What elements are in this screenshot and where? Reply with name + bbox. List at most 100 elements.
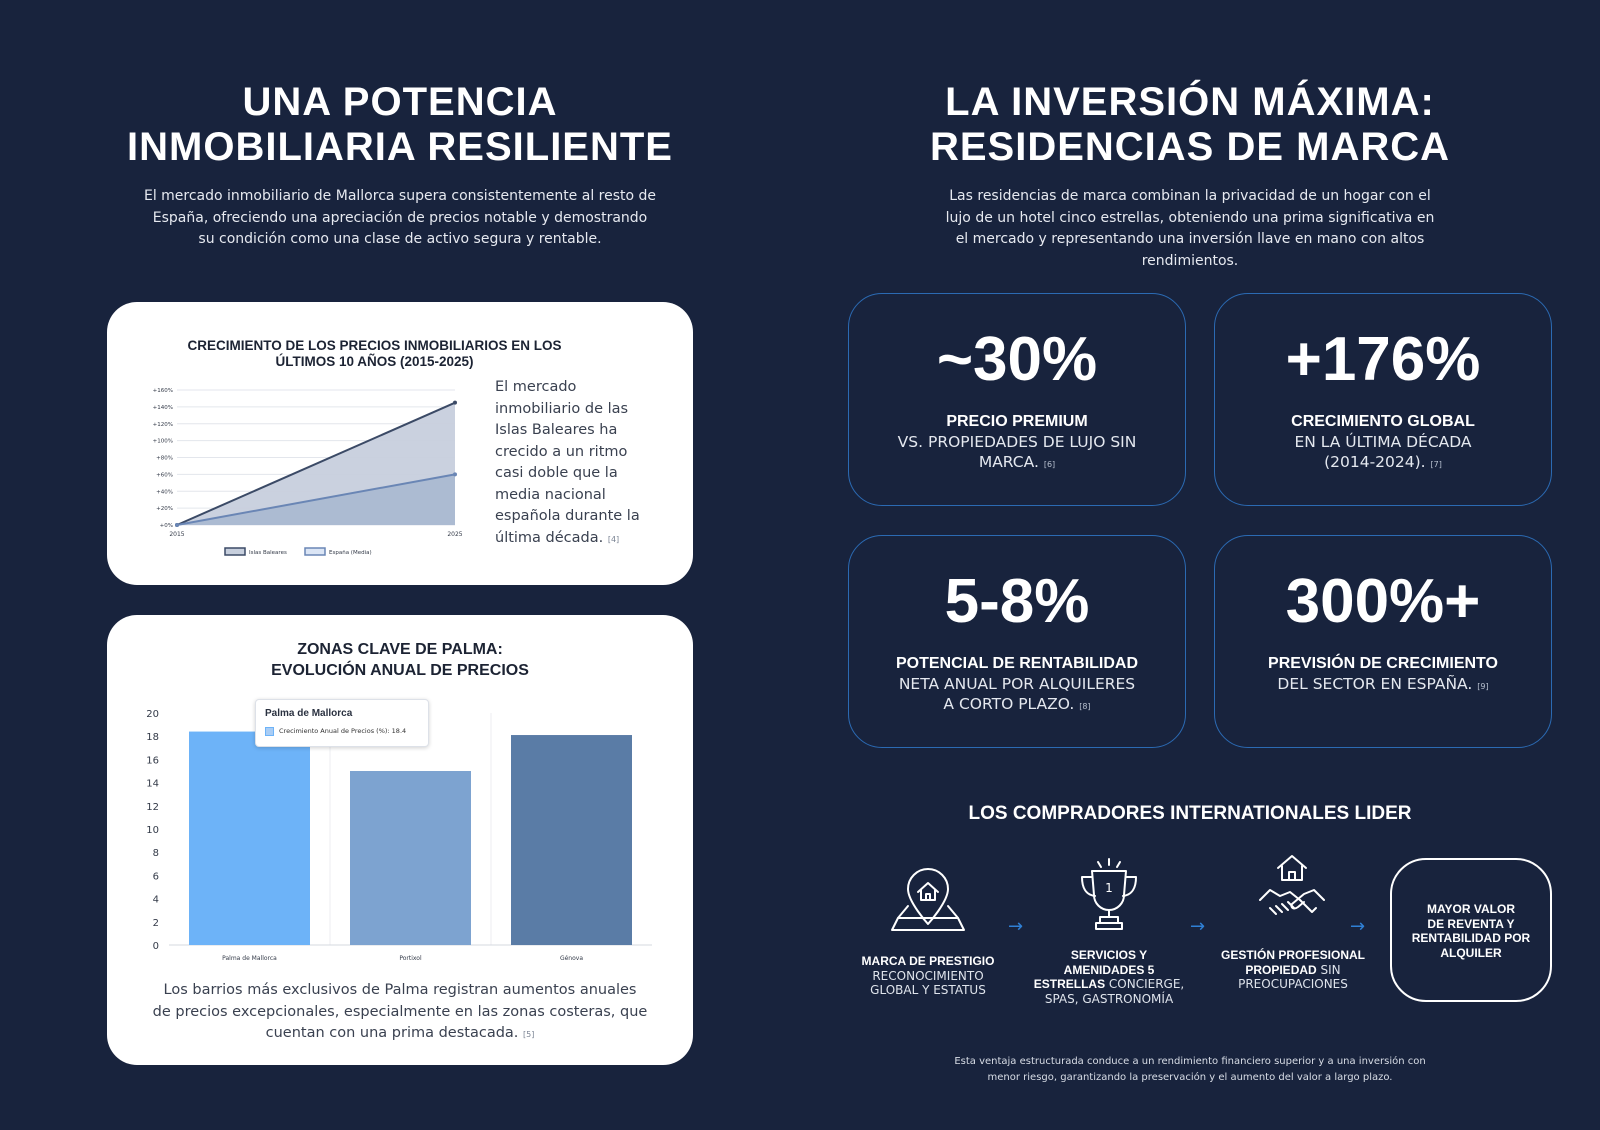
- stat-value: ~30%: [936, 325, 1098, 394]
- stat-label: POTENCIAL DE RENTABILIDAD: [895, 655, 1139, 672]
- stat-desc: EN LA ÚLTIMA DÉCADA: [1294, 433, 1472, 451]
- step2-strong: AMENIDADES 5: [1063, 962, 1155, 977]
- line-chart-description: El mercado inmobiliario de las Islas Balea…: [495, 377, 685, 550]
- left-title-line1: UNA POTENCIA: [242, 80, 558, 124]
- bar-tooltip: Palma de Mallorca Crecimiento Anual de P…: [255, 699, 429, 747]
- footer-line: menor riesgo, garantizando la preservaci…: [987, 1072, 1393, 1083]
- line-chart-title-line1: CRECIMIENTO DE LOS PRECIOS INMOBILIARIOS…: [187, 338, 562, 353]
- left-intro-line: España, ofreciendo una apreciación de pr…: [152, 209, 648, 226]
- arrow-right-icon: →: [1008, 916, 1024, 937]
- y-tick-label: +80%: [156, 456, 173, 462]
- result-badge: MAYOR VALOR DE REVENTA Y RENTABILIDAD PO…: [1390, 858, 1552, 1002]
- y-tick-label: 18: [146, 732, 159, 743]
- left-title: UNA POTENCIA INMOBILIARIA RESILIENTE: [100, 80, 700, 170]
- series-line-espana: [176, 473, 456, 526]
- line-chart: +0% +20% +40% +60% +80% +100% +120% +140% +160% 2…: [153, 388, 463, 556]
- step1-line: RECONOCIMIENTO: [872, 968, 984, 983]
- brand-location-icon: [891, 868, 965, 931]
- y-tick-label: +160%: [153, 388, 173, 394]
- stat-desc: DEL SECTOR EN ESPAÑA.: [1277, 675, 1473, 693]
- right-intro-line: lujo de un hotel cinco estrellas, obteni…: [945, 209, 1435, 226]
- right-intro-line: Las residencias de marca combinan la pri…: [949, 188, 1431, 204]
- ref-9: [9]: [1477, 682, 1489, 691]
- caption-line: cuentan con una prima destacada.: [265, 1025, 519, 1041]
- tooltip-title: Palma de Mallorca: [265, 708, 353, 719]
- x-tick-label: Palma de Mallorca: [222, 955, 277, 962]
- step2-strong: SERVICIOS Y: [1070, 948, 1148, 962]
- y-tick-label: 8: [153, 848, 159, 859]
- right-title-line2: RESIDENCIAS DE MARCA: [929, 125, 1451, 169]
- y-tick-label: +40%: [156, 489, 173, 495]
- left-intro: El mercado inmobiliario de Mallorca supe…: [100, 186, 700, 251]
- result-line: RENTABILIDAD POR: [1411, 931, 1531, 945]
- palma-zones-card: ZONAS CLAVE DE PALMA: EVOLUCIÓN ANUAL DE…: [107, 615, 693, 1065]
- left-intro-line: El mercado inmobiliario de Mallorca supe…: [143, 188, 657, 204]
- y-tick-label: 2: [153, 918, 159, 929]
- stat-desc: NETA ANUAL POR ALQUILERES: [898, 675, 1136, 693]
- step3-strong: PROPIEDAD: [1245, 962, 1317, 977]
- bar-chart: 0 2 4 6 8 10 12 14 16 18 20 Palma de Mallorca Portix…: [146, 709, 652, 962]
- y-tick-label: +20%: [156, 506, 173, 512]
- footer-line: Esta ventaja estructurada conduce a un r…: [954, 1056, 1426, 1067]
- legend-label-espana: España (Media): [329, 550, 372, 556]
- footer-note: Esta ventaja estructurada conduce a un r…: [880, 1054, 1500, 1086]
- bar-chart-title-line1: ZONAS CLAVE DE PALMA:: [297, 641, 503, 658]
- buyers-heading: LOS COMPRADORES INTERNATIONALES LIDER: [968, 803, 1412, 824]
- data-point: [175, 523, 179, 527]
- result-line: MAYOR VALOR: [1426, 902, 1515, 916]
- y-tick-label: +120%: [153, 422, 173, 428]
- ref-4: [4]: [607, 534, 620, 544]
- price-growth-card: CRECIMIENTO DE LOS PRECIOS INMOBILIARIOS…: [107, 302, 693, 585]
- step1-line: GLOBAL Y ESTATUS: [870, 983, 986, 997]
- stat-card-sector-forecast: 300%+ PREVISIÓN DE CRECIMIENTO DEL SECTO…: [1214, 535, 1552, 748]
- y-tick-label: 10: [146, 825, 159, 836]
- stat-desc: VS. PROPIEDADES DE LUJO SIN: [897, 433, 1137, 451]
- line-text-line: inmobiliario de las: [495, 400, 629, 417]
- stat-label: PRECIO PREMIUM: [946, 413, 1088, 430]
- bar-1: [189, 731, 310, 945]
- data-point: [453, 400, 457, 405]
- x-tick-label: 2015: [169, 531, 184, 538]
- stat-card-growth: +176% CRECIMIENTO GLOBAL EN LA ÚLTIMA DÉ…: [1214, 293, 1552, 506]
- y-tick-label: +60%: [156, 472, 173, 478]
- trophy-number: 1: [1105, 881, 1113, 895]
- result-text: MAYOR VALOR DE REVENTA Y RENTABILIDAD PO…: [1392, 902, 1550, 960]
- bar-chart-title-line2: EVOLUCIÓN ANUAL DE PRECIOS: [271, 662, 529, 679]
- x-tick-label: Portixol: [399, 955, 422, 962]
- line-chart-title: CRECIMIENTO DE LOS PRECIOS INMOBILIARIOS…: [167, 338, 582, 370]
- right-title: LA INVERSIÓN MÁXIMA: RESIDENCIAS DE MARC…: [880, 80, 1500, 170]
- bar-3: [511, 735, 632, 945]
- ref-5: [5]: [523, 1030, 535, 1039]
- step-professional-management: GESTIÓN PROFESIONAL PROPIEDAD SIN PREOCU…: [1208, 948, 1378, 992]
- line-chart-title-line2: ÚLTIMOS 10 AÑOS (2015-2025): [275, 354, 474, 369]
- line-text-last: última década.: [495, 529, 604, 546]
- step3-line: PREOCUPACIONES: [1238, 977, 1348, 991]
- data-point: [453, 472, 457, 477]
- step3-rest: SIN: [1320, 962, 1341, 977]
- left-intro-line: su condición como una clase de activo se…: [198, 231, 602, 247]
- x-tick-label: Génova: [560, 955, 583, 962]
- stat-card-rental-yield: 5-8% POTENCIAL DE RENTABILIDAD NETA ANUA…: [848, 535, 1186, 748]
- step2-rest: CONCIERGE,: [1108, 977, 1185, 991]
- line-text-line: Islas Baleares ha: [495, 422, 618, 438]
- caption-line: Los barrios más exclusivos de Palma regi…: [163, 982, 637, 998]
- stat-value: +176%: [1285, 325, 1481, 394]
- step2-line: SPAS, GASTRONOMÍA: [1044, 991, 1174, 1006]
- stat-label: PREVISIÓN DE CRECIMIENTO: [1268, 655, 1498, 672]
- ref-7: [7]: [1430, 460, 1442, 469]
- right-intro: Las residencias de marca combinan la pri…: [880, 186, 1500, 272]
- legend-swatch-espana: [304, 547, 326, 556]
- y-tick-label: 16: [146, 755, 159, 766]
- stat-desc: (2014-2024).: [1324, 453, 1426, 471]
- stat-card-premium: ~30% PRECIO PREMIUM VS. PROPIEDADES DE L…: [848, 293, 1186, 506]
- stat-label: CRECIMIENTO GLOBAL: [1291, 413, 1475, 430]
- stat-value: 5-8%: [944, 567, 1090, 636]
- ref-6: [6]: [1043, 460, 1056, 469]
- bar-chart-title: ZONAS CLAVE DE PALMA: EVOLUCIÓN ANUAL DE…: [107, 639, 693, 681]
- right-intro-line: rendimientos.: [1141, 252, 1239, 269]
- step-brand-prestige: MARCA DE PRESTIGIO RECONOCIMIENTO GLOBAL…: [848, 954, 1008, 998]
- y-tick-label: 0: [153, 941, 159, 952]
- line-text-line: crecido a un ritmo: [495, 443, 628, 460]
- tooltip-label: Crecimiento Anual de Precios (%): 18.4: [279, 727, 407, 735]
- caption-line: de precios excepcionales, especialmente …: [152, 1003, 648, 1020]
